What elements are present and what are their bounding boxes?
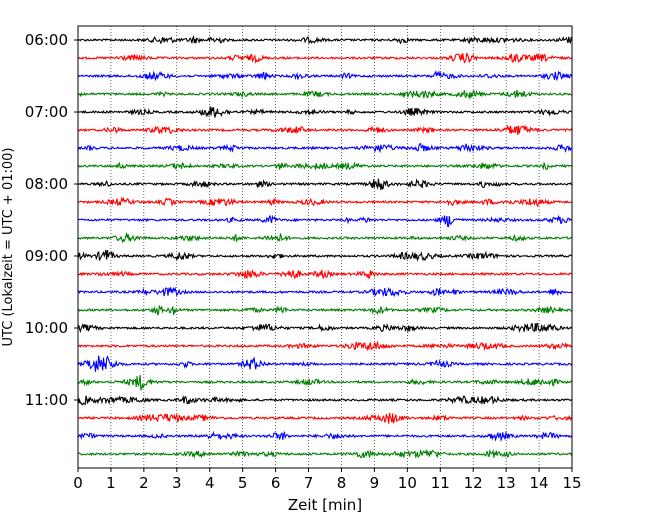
y-tick-label: 06:00: [25, 31, 68, 49]
trace-line: [77, 89, 573, 100]
x-tick-label: 8: [337, 474, 347, 492]
trace-line: [77, 70, 573, 82]
y-tick-label: 07:00: [25, 103, 68, 121]
x-tick-label: 12: [464, 474, 483, 492]
x-tick-label: 4: [205, 474, 215, 492]
trace-line: [77, 448, 573, 459]
trace-line: [77, 430, 573, 442]
trace-line: [77, 161, 573, 171]
y-tick-label: 11:00: [25, 391, 68, 409]
trace-line: [77, 178, 573, 190]
x-tick-label: 11: [431, 474, 450, 492]
trace-line: [77, 52, 573, 64]
x-tick-label: 13: [497, 474, 516, 492]
trace-line: [77, 374, 573, 391]
x-tick-label: 6: [271, 474, 281, 492]
x-tick-label: 7: [304, 474, 314, 492]
plot-frame: [77, 25, 573, 469]
trace-line: [77, 124, 573, 136]
x-tick-label: 1: [106, 474, 116, 492]
trace-line: [77, 355, 573, 372]
x-tick-label: 15: [562, 474, 581, 492]
trace-line: [77, 322, 573, 334]
trace-line: [77, 34, 573, 45]
trace-line: [77, 214, 573, 227]
x-tick-label: 9: [370, 474, 380, 492]
trace-line: [77, 249, 573, 262]
y-tick-label: 08:00: [25, 175, 68, 193]
plot-area: [78, 26, 572, 468]
trace-line: [77, 196, 573, 208]
y-tick-label: 09:00: [25, 247, 68, 265]
x-tick-label: 3: [172, 474, 182, 492]
trace-line: [77, 395, 573, 406]
trace-line: [77, 232, 573, 244]
x-tick-label: 5: [238, 474, 248, 492]
x-axis-ticks: 0 1 2 3 4 5 6 7 8 9 10 11 12 13 14 15: [73, 468, 582, 492]
trace-line: [77, 286, 573, 297]
x-tick-label: 10: [398, 474, 417, 492]
x-tick-label: 2: [139, 474, 149, 492]
trace-line: [77, 142, 573, 154]
trace-line: [77, 106, 573, 118]
y-axis-label: UTC (Lokalzeit = UTC + 01:00): [1, 148, 16, 347]
x-tick-label: 14: [530, 474, 549, 492]
trace-group: [77, 34, 573, 459]
y-axis-ticks: 06:00 07:00 08:00 09:00 10:00 11:00: [25, 31, 78, 409]
trace-line: [77, 412, 573, 424]
x-tick-label: 0: [73, 474, 83, 492]
trace-line: [77, 268, 573, 280]
trace-line: [77, 304, 573, 316]
trace-line: [77, 340, 573, 352]
y-tick-label: 10:00: [25, 319, 68, 337]
x-axis-label: Zeit [min]: [288, 496, 362, 514]
